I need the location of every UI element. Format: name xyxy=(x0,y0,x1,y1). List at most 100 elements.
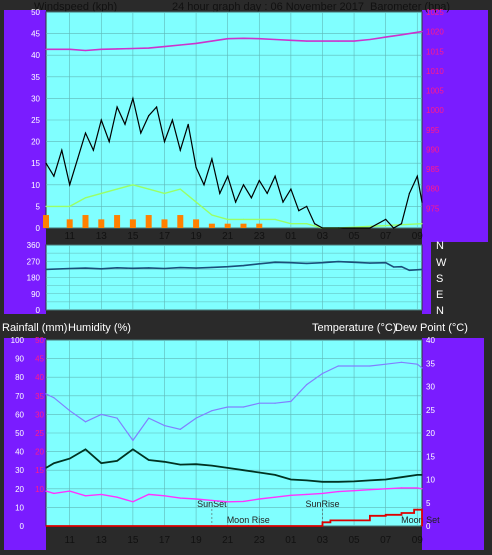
gust-bar-0 xyxy=(43,215,49,228)
temperature-line-pt-20 xyxy=(353,480,355,482)
top-right-bar xyxy=(422,10,488,242)
dir-ytick-2: 90 xyxy=(31,290,40,299)
dewpoint-line-pt-10 xyxy=(195,498,197,500)
humidity-line xyxy=(45,361,423,442)
windspeed-line-pt-38 xyxy=(369,227,371,229)
direction-line-pt-13 xyxy=(258,263,260,265)
windspeed-line-pt-44 xyxy=(421,201,423,203)
temp-ytick-6: 30 xyxy=(426,383,435,392)
temperature-line-pt-6 xyxy=(132,448,134,450)
dewpoint-line-pt-18 xyxy=(321,492,324,494)
rain-ytick-4: 30 xyxy=(35,410,44,419)
dewpoint-line-pt-23 xyxy=(400,487,403,489)
windspeed-line-pt-0 xyxy=(45,162,47,164)
dewpoint-line-pt-3 xyxy=(84,495,87,497)
temp-xtick-5: 21 xyxy=(222,535,234,546)
windspeed-line-pt-32 xyxy=(298,210,300,212)
temperature-line-pt-5 xyxy=(116,460,118,462)
dewpoint-line-pt-13 xyxy=(242,500,245,502)
direction-line-pt-22 xyxy=(393,266,395,268)
hum-ytick-9: 90 xyxy=(15,355,24,364)
dir-label-n1: N xyxy=(436,240,444,252)
temp-xtick-11: 09 xyxy=(412,535,424,546)
gust-bar-1 xyxy=(66,219,73,228)
dewpoint-line-pt-0 xyxy=(45,490,47,492)
rain-ytick-2: 20 xyxy=(35,448,44,457)
temperature-line-pt-1 xyxy=(53,462,55,464)
direction-line-pt-23 xyxy=(400,266,403,268)
dir-ytick-0: 0 xyxy=(36,306,41,315)
dir-label-w: W xyxy=(436,257,447,269)
avg-wind-line-pt-4 xyxy=(116,188,118,190)
direction-line-pt-20 xyxy=(369,262,371,264)
barometer-line-pt-23 xyxy=(421,31,423,33)
windspeed-line-pt-16 xyxy=(171,119,173,121)
barometer-line-pt-17 xyxy=(321,40,324,42)
barometer-line-pt-16 xyxy=(306,40,308,42)
rainfall-header: Rainfall (mm) xyxy=(2,322,68,334)
wind-xtick-3: 17 xyxy=(159,231,171,242)
wind-ytick-4: 20 xyxy=(31,138,40,147)
dir-ytick-8: 360 xyxy=(27,241,41,250)
rainfall-line-pt-0 xyxy=(45,525,47,527)
windspeed-line-pt-33 xyxy=(306,205,308,207)
windspeed-line-pt-3 xyxy=(69,184,71,186)
rain-ytick-8: 50 xyxy=(35,336,44,345)
temperature-line-pt-10 xyxy=(195,463,197,465)
rainfall-line-pt-5 xyxy=(369,515,371,517)
temp-xtick-1: 13 xyxy=(96,535,108,546)
dewpoint-line-pt-21 xyxy=(369,489,371,491)
windspeed-line-pt-8 xyxy=(108,141,110,143)
windspeed-line-pt-26 xyxy=(250,197,252,199)
dewpoint-line-pt-16 xyxy=(290,494,292,496)
barometer-line-pt-21 xyxy=(385,36,387,38)
barometer-line-pt-0 xyxy=(45,48,47,50)
dewpoint-line xyxy=(45,487,423,503)
gust-bar-13 xyxy=(256,223,263,228)
gust-bar-7 xyxy=(161,219,168,228)
direction-line-pt-6 xyxy=(148,267,150,269)
humidity-line-pt-14 xyxy=(258,402,260,404)
humidity-line-pt-17 xyxy=(306,384,308,386)
temperature-line-pt-18 xyxy=(321,481,324,483)
avg-wind-line-pt-13 xyxy=(258,218,260,220)
wind-xtick-10: 07 xyxy=(380,231,392,242)
temperature-line-pt-12 xyxy=(227,467,229,469)
rainfall-line-pt-9 xyxy=(416,509,418,511)
hum-ytick-6: 60 xyxy=(15,410,24,419)
humidity-line-pt-8 xyxy=(163,425,166,427)
temperature-line-pt-4 xyxy=(100,462,102,464)
rain-ytick-6: 40 xyxy=(35,373,44,382)
gust-bar-12 xyxy=(240,223,247,228)
direction-line-pt-21 xyxy=(385,262,387,264)
temp-ytick-5: 25 xyxy=(426,406,435,415)
temperature-line-pt-7 xyxy=(148,459,150,461)
wind-ytick-1: 5 xyxy=(36,202,41,211)
dewpoint-line-pt-6 xyxy=(132,501,134,503)
gust-bar-6 xyxy=(145,215,152,228)
temperature-line-pt-8 xyxy=(163,461,166,463)
hum-ytick-0: 0 xyxy=(20,522,25,531)
avg-wind-line-pt-8 xyxy=(179,188,181,190)
rainfall-line-pt-7 xyxy=(400,512,403,514)
avg-wind-line-pt-11 xyxy=(227,218,229,220)
wind-xtick-4: 19 xyxy=(191,231,203,242)
windspeed-line-pt-11 xyxy=(132,97,134,99)
rain-ytick-1: 15 xyxy=(35,466,44,475)
annot-3: Moon Set xyxy=(401,515,440,525)
dewpoint-line-pt-8 xyxy=(163,495,166,497)
direction-line-pt-18 xyxy=(337,261,339,263)
dewpoint-line-pt-25 xyxy=(421,488,423,490)
rainfall-line-pt-8 xyxy=(413,509,415,511)
barometer-line-pt-18 xyxy=(337,40,339,42)
bot-right-bar xyxy=(422,338,484,550)
temp-xtick-8: 03 xyxy=(317,535,329,546)
windspeed-line-pt-25 xyxy=(242,184,245,186)
barometer-line xyxy=(46,30,423,52)
gust-bar-2 xyxy=(82,215,89,228)
temp-xtick-4: 19 xyxy=(191,535,203,546)
hum-ytick-5: 50 xyxy=(15,429,24,438)
hum-ytick-8: 80 xyxy=(15,373,24,382)
avg-wind-line-pt-7 xyxy=(163,192,166,194)
direction-line-pt-17 xyxy=(321,262,324,264)
